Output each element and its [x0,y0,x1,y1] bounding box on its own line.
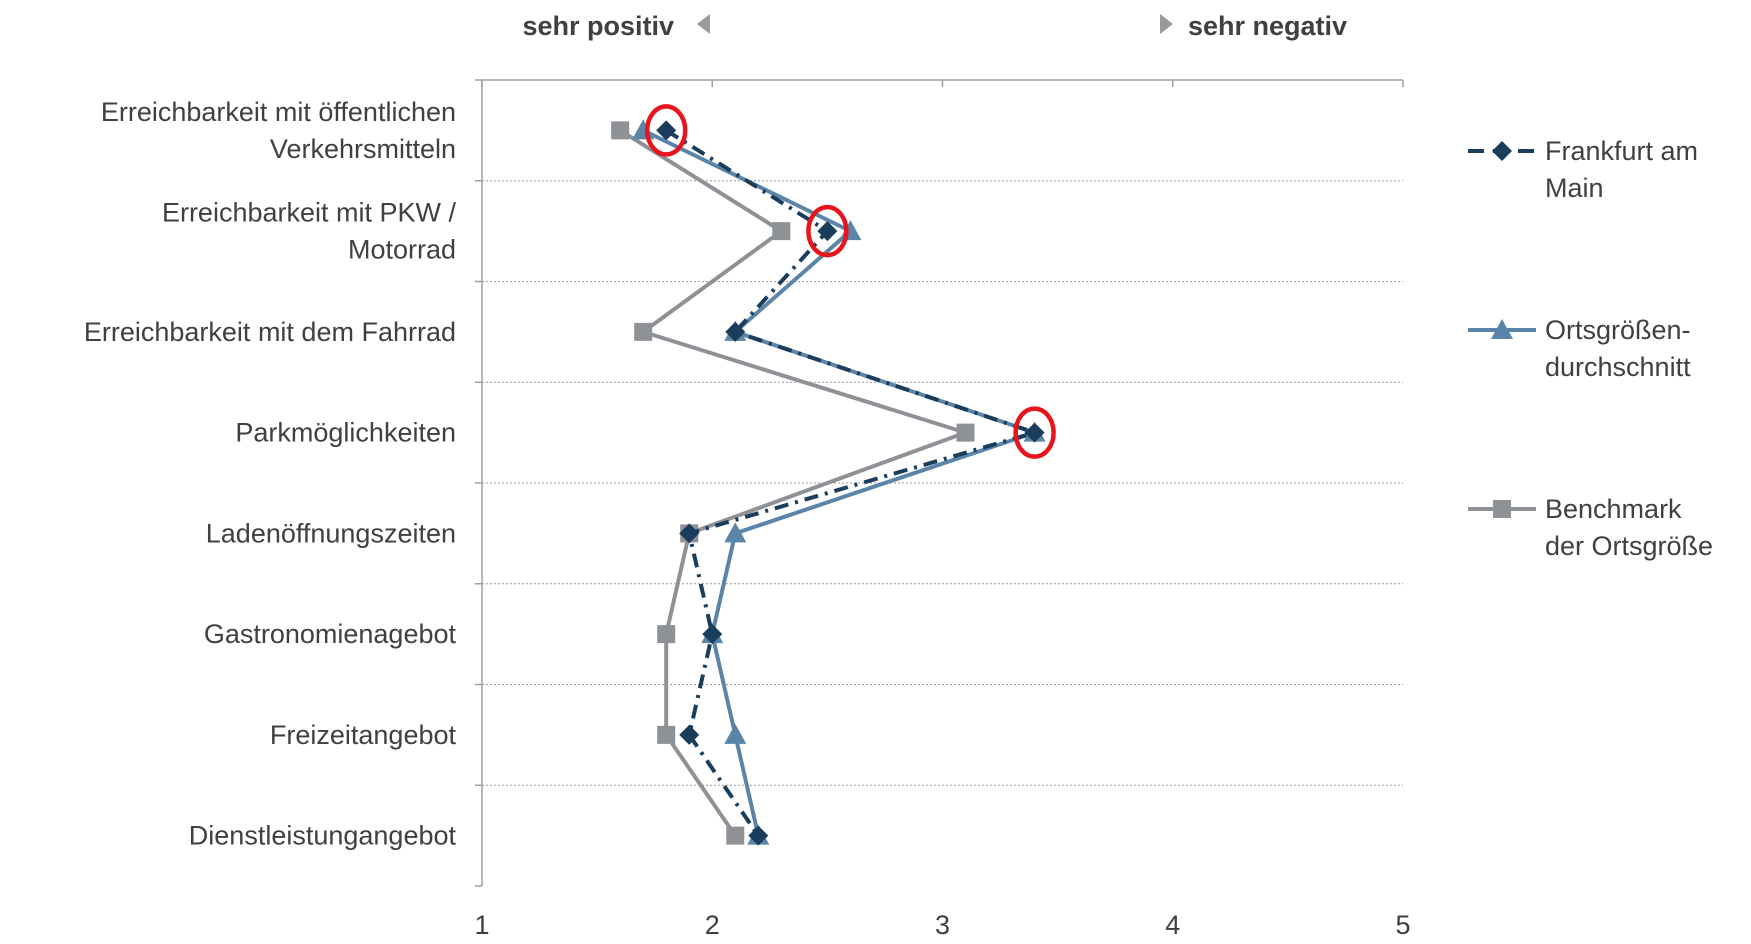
triangle-left-icon [697,14,710,34]
category-label: Motorrad [348,235,456,265]
data-point [634,322,653,341]
triangle-right-icon [1160,14,1173,34]
category-label: Dienstleistungangebot [189,821,457,851]
direction-label-right: sehr negativ [1188,11,1347,41]
x-tick-label: 2 [705,910,720,940]
legend: Frankfurt am Main Ortsgrößen-durchschnitt B… [1468,136,1713,561]
highlight-circles [644,104,1056,459]
data-point [679,724,700,745]
highlight-circle [806,204,849,258]
category-label: Ladenöffnungszeiten [206,518,456,548]
legend-marker [1492,141,1512,161]
category-label: Verkehrsmitteln [270,134,456,164]
series-group [611,119,1046,846]
data-point [1024,422,1045,443]
highlight-circle [1013,406,1056,459]
data-point [726,826,745,845]
axes [475,79,1404,887]
grid-lines [482,180,1403,786]
data-point [956,423,975,442]
legend-marker [1491,319,1513,339]
x-tick-label: 5 [1395,910,1410,940]
data-point [611,121,630,140]
category-label: Freizeitangebot [270,720,457,750]
direction-labels: sehr positiv sehr negativ [522,11,1347,41]
x-tick-label: 3 [935,910,950,940]
data-point [724,723,747,744]
legend-label: Benchmark [1545,494,1682,524]
legend-marker [1493,500,1511,518]
data-point [817,221,838,242]
data-point [702,624,723,645]
data-point [724,522,747,543]
series-line [642,128,1037,837]
category-label: Erreichbarkeit mit öffentlichen [101,97,456,127]
data-point [725,321,746,342]
data-point [656,120,677,141]
legend-label: Main [1545,173,1604,203]
x-tick-label: 4 [1165,910,1180,940]
data-point [839,220,862,241]
direction-label-left: sehr positiv [522,11,674,41]
data-point [657,725,676,744]
series-line [665,128,1037,837]
category-label: Gastronomienagebot [204,619,457,649]
category-labels: Erreichbarkeit mit öffentlichen Verkehrsm… [84,97,457,851]
x-tick-label: 1 [474,910,489,940]
category-label: Erreichbarkeit mit dem Fahrrad [84,317,456,347]
highlight-circle [644,104,688,157]
data-point [748,825,769,846]
legend-label: durchschnitt [1545,352,1691,382]
series-line [619,128,968,837]
x-tick-labels: 1 2 3 4 5 [474,910,1410,940]
data-point [632,119,655,140]
category-label: Erreichbarkeit mit PKW / [162,198,457,228]
data-point [772,222,791,241]
data-point [657,625,676,644]
legend-label: Frankfurt am [1545,136,1698,166]
legend-label: der Ortsgröße [1545,531,1713,561]
category-label: Parkmöglichkeiten [235,418,456,448]
legend-label: Ortsgrößen- [1545,315,1691,345]
data-point [679,523,700,544]
